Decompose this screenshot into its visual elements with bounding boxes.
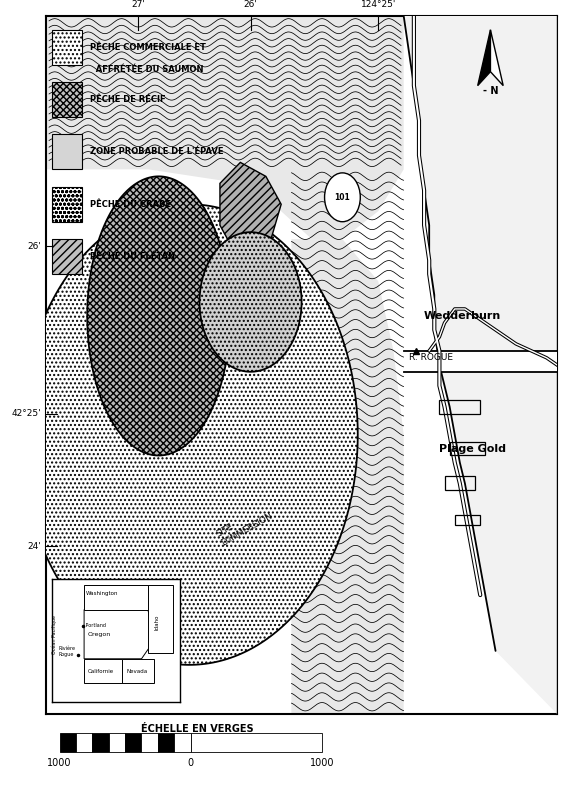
Text: PÊCHE DE RÉCIF: PÊCHE DE RÉCIF [90, 95, 165, 104]
Text: Wedderburn: Wedderburn [424, 311, 501, 321]
Text: Océan Pacifique: Océan Pacifique [52, 615, 57, 653]
Text: 1000: 1000 [310, 758, 334, 768]
Polygon shape [148, 585, 173, 653]
Bar [52, 82, 82, 117]
Bar [92, 733, 108, 752]
Text: 27': 27' [131, 0, 145, 9]
Text: 1000: 1000 [47, 758, 72, 768]
Text: 101: 101 [335, 193, 350, 201]
Text: - N: - N [483, 86, 498, 96]
Bar [455, 515, 480, 525]
Bar [108, 733, 125, 752]
Polygon shape [491, 30, 503, 86]
Text: PÊCHE COMMERCIALE ET: PÊCHE COMMERCIALE ET [90, 43, 206, 52]
Bar [191, 733, 322, 752]
Text: Rivière
Rogue: Rivière Rogue [59, 646, 75, 657]
Bar [52, 239, 82, 274]
Text: Plage Gold: Plage Gold [440, 443, 506, 454]
Circle shape [325, 173, 360, 222]
Polygon shape [84, 610, 154, 659]
Bar [440, 400, 480, 414]
Text: 42°25': 42°25' [12, 409, 41, 418]
Polygon shape [87, 176, 230, 455]
Polygon shape [122, 659, 154, 684]
Text: Californie: Californie [88, 668, 114, 673]
Bar [52, 187, 82, 222]
Bar [174, 733, 191, 752]
Text: Washington: Washington [85, 591, 118, 596]
Bar [125, 733, 142, 752]
Text: Portland: Portland [84, 623, 106, 628]
Polygon shape [478, 30, 491, 86]
Polygon shape [84, 659, 122, 684]
Bar [158, 733, 174, 752]
Text: Nevada: Nevada [126, 668, 147, 673]
Text: PÊCHE DU FLÉTAN: PÊCHE DU FLÉTAN [90, 252, 175, 261]
Bar [450, 442, 485, 455]
Text: 26': 26' [27, 242, 41, 251]
Polygon shape [220, 163, 281, 260]
Text: R. ROGUE: R. ROGUE [409, 354, 453, 362]
Bar [142, 733, 158, 752]
Text: Oregon: Oregon [88, 632, 111, 637]
Text: 124°25': 124°25' [361, 0, 396, 9]
Bar [52, 135, 82, 170]
Bar [76, 733, 92, 752]
Text: ÉCHELLE EN VERGES: ÉCHELLE EN VERGES [141, 725, 253, 734]
Text: SITE
D'IMMERSION: SITE D'IMMERSION [215, 503, 274, 548]
Text: Idaho: Idaho [154, 614, 160, 630]
Text: PÊCHE DU CRABE: PÊCHE DU CRABE [90, 200, 171, 209]
Bar [444, 477, 475, 490]
Polygon shape [46, 16, 404, 239]
Text: 0: 0 [187, 758, 194, 768]
Polygon shape [21, 205, 358, 665]
Text: 24': 24' [27, 542, 41, 550]
Polygon shape [200, 232, 302, 372]
Bar [60, 733, 76, 752]
Bar [52, 30, 82, 65]
Text: ZONE PROBABLE DE L'ÉPAVE: ZONE PROBABLE DE L'ÉPAVE [90, 147, 223, 156]
Text: 26': 26' [244, 0, 258, 9]
Text: AFFRÉTÉE DU SAUMON: AFFRÉTÉE DU SAUMON [90, 65, 203, 74]
Polygon shape [404, 351, 557, 372]
Polygon shape [404, 16, 557, 714]
Polygon shape [291, 239, 404, 714]
Polygon shape [84, 585, 148, 610]
